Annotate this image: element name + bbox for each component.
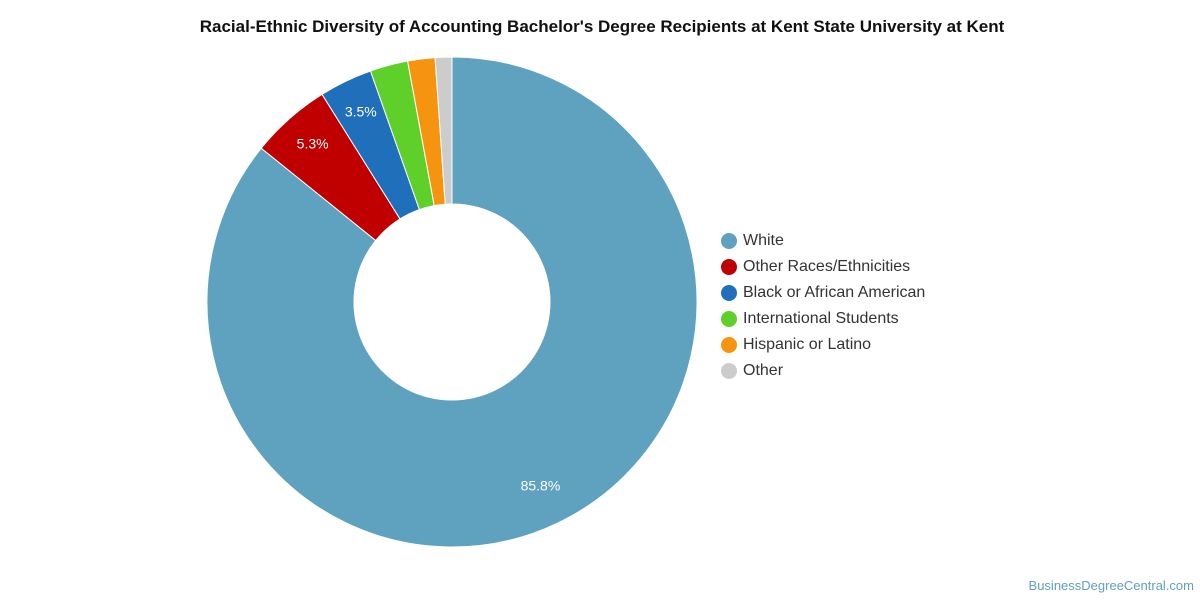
legend-item-black-or-african-american[interactable]: Black or African American	[721, 280, 925, 306]
chart-title: Racial-Ethnic Diversity of Accounting Ba…	[199, 17, 1005, 36]
legend-swatch-icon	[721, 259, 737, 275]
legend-swatch-icon	[721, 337, 737, 353]
legend-item-white[interactable]: White	[721, 228, 925, 254]
legend-swatch-icon	[721, 233, 737, 249]
legend-label: White	[743, 232, 784, 249]
slice-other[interactable]	[434, 56, 453, 205]
data-label-black-or-african-american: 3.5%	[345, 104, 377, 120]
legend-label: Hispanic or Latino	[743, 336, 872, 353]
legend-item-hispanic-or-latino[interactable]: Hispanic or Latino	[721, 332, 925, 358]
legend-swatch-icon	[721, 311, 737, 327]
legend-label: Black or African American	[743, 284, 926, 301]
legend-swatch-icon	[721, 363, 737, 379]
legend-item-international-students[interactable]: International Students	[721, 306, 925, 332]
slice-white[interactable]	[206, 56, 698, 548]
legend-swatch-icon	[721, 285, 737, 301]
legend-item-other[interactable]: Other	[721, 358, 925, 384]
legend-item-other-races-ethnicities[interactable]: Other Races/Ethnicities	[721, 254, 925, 280]
legend-label: Other Races/Ethnicities	[743, 258, 911, 275]
legend: White Other Races/Ethnicities Black or Afr…	[721, 228, 925, 384]
data-label-other-races-ethnicities: 5.3%	[297, 136, 329, 152]
data-label-white: 85.8%	[521, 478, 561, 494]
legend-label: International Students	[743, 310, 899, 327]
legend-label: Other	[743, 362, 784, 379]
site-watermark[interactable]: BusinessDegreeCentral.com	[1028, 578, 1194, 593]
